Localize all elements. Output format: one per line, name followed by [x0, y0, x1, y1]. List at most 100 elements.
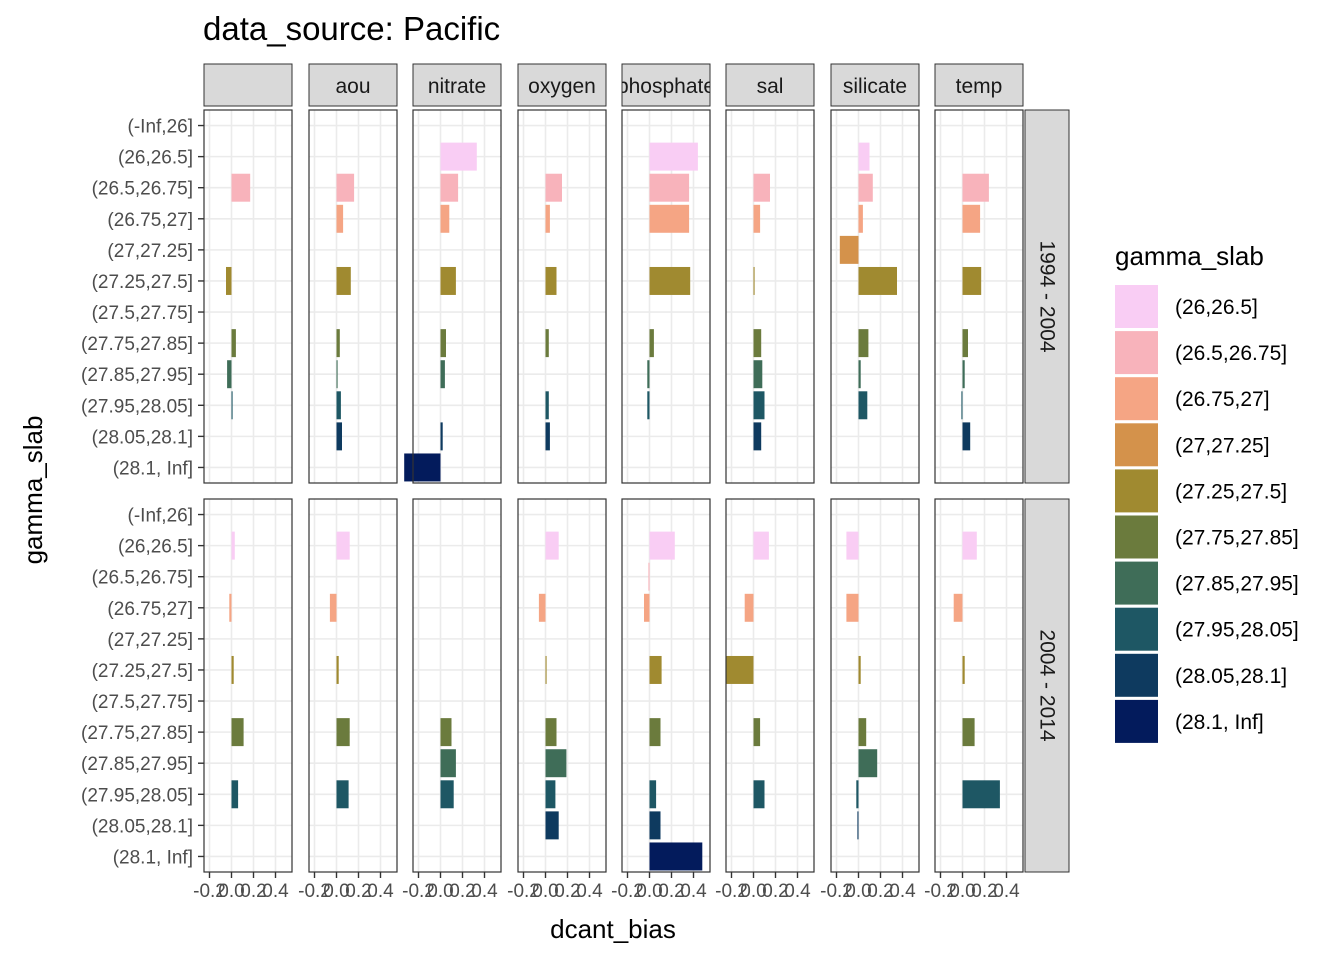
legend-key-27-95-28-05 — [1115, 607, 1158, 651]
col-strip-phosphate — [621, 63, 711, 107]
bar-27-95-28-05 — [753, 780, 765, 809]
panel-1994-2004-temp — [934, 109, 1024, 484]
panel-background — [726, 110, 814, 483]
facet-panels: aou nitrate oxygen phosphate sal silicate temp… — [81, 63, 1070, 902]
y-tick-label: (27.95,28.05] — [81, 785, 193, 806]
legend-key-27-75-27-85 — [1115, 515, 1158, 559]
panel-border — [412, 498, 502, 873]
y-tick-label: (26,26.5] — [118, 148, 193, 169]
bar-27-75-27-85 — [545, 718, 557, 747]
bar-27-75-27-85 — [545, 329, 549, 358]
bar-27-25-27-5 — [545, 655, 547, 684]
bar-26-75-27 — [229, 593, 232, 622]
y-axis-title: gamma_slab — [18, 416, 48, 565]
panel-border — [621, 498, 711, 873]
legend-key-26-26-5 — [1115, 285, 1158, 328]
bar-27-85-27-95 — [440, 749, 456, 778]
panel-background — [831, 499, 919, 872]
bar-28-05-28-1 — [753, 422, 762, 451]
panel-border — [308, 109, 398, 484]
col-strip-nitrate — [412, 63, 502, 107]
legend-label: (26.5,26.75] — [1175, 342, 1287, 365]
bar-26-75-27 — [644, 593, 650, 622]
row-strip-2004-2014 — [1024, 498, 1070, 873]
legend-label: (26.75,27] — [1175, 388, 1270, 411]
bar-27-25-27-5 — [858, 266, 897, 295]
legend-key-27-25-27-5 — [1115, 469, 1158, 513]
y-tick-label: (28.1, Inf] — [113, 458, 193, 479]
bar-28-05-28-1 — [440, 422, 443, 451]
panel-2004-2014-temp — [934, 498, 1024, 873]
bar-26-5-26-75 — [545, 173, 562, 202]
panel-background — [726, 499, 814, 872]
panel-background — [622, 499, 710, 872]
y-tick-label: (27.5,27.75] — [92, 303, 193, 324]
bar-27-75-27-85 — [858, 329, 869, 358]
bar-27-25-27-5 — [440, 266, 456, 295]
x-tick-label: 0.0 — [427, 881, 453, 902]
panel-background — [204, 499, 292, 872]
bar-26-75-27 — [545, 204, 550, 233]
y-tick-label: (27.75,27.85] — [81, 723, 193, 744]
col-strip-label: phosphate — [617, 75, 715, 98]
bar-27-95-28-05 — [962, 780, 1000, 809]
panel-2004-2014-phosphate — [621, 498, 711, 873]
x-tick-label: 0.4 — [680, 881, 707, 902]
y-tick-label: (27.5,27.75] — [92, 692, 193, 713]
col-strip-sal — [725, 63, 815, 107]
panel-2004-2014-aou — [308, 498, 398, 873]
x-tick-label: -0.2 — [402, 881, 435, 902]
panel-border — [830, 109, 920, 484]
panel-background — [309, 110, 397, 483]
x-tick-label: 0.0 — [740, 881, 766, 902]
x-tick-label: -0.2 — [193, 881, 226, 902]
x-tick-label: 0.4 — [576, 881, 603, 902]
bar-27-25-27-5 — [336, 655, 339, 684]
bar-26-75-27 — [846, 593, 859, 622]
bar-27-25-27-5 — [726, 655, 754, 684]
y-tick-label: (27.95,28.05] — [81, 396, 193, 417]
bar-28-05-28-1 — [649, 811, 661, 840]
bar-26-5-26-75 — [649, 173, 690, 202]
panel-1994-2004-phosphate — [621, 109, 711, 484]
panel-1994-2004-silicate — [830, 109, 920, 484]
bar-27-85-27-95 — [336, 360, 338, 389]
bar-27-85-27-95 — [858, 749, 878, 778]
panel-2004-2014-silicate — [830, 498, 920, 873]
legend-key-28-1-inf — [1115, 699, 1158, 743]
col-strip-label: silicate — [843, 75, 907, 98]
bar-26-75-27 — [962, 204, 981, 233]
col-strip-aou — [308, 63, 398, 107]
y-tick-label: (-Inf,26] — [128, 117, 193, 138]
bar-26-75-27 — [744, 593, 754, 622]
panel-background — [622, 110, 710, 483]
col-strip-label: nitrate — [428, 75, 486, 98]
y-tick-label: (26.75,27] — [107, 599, 193, 620]
bar-27-85-27-95 — [545, 749, 567, 778]
col-strip-oxygen — [517, 63, 607, 107]
panel-border — [725, 109, 815, 484]
bar-27-75-27-85 — [858, 718, 867, 747]
x-tick-label: 0.4 — [993, 881, 1020, 902]
x-tick-label: 0.0 — [218, 881, 244, 902]
panel-background — [518, 499, 606, 872]
col-strip-temp — [934, 63, 1024, 107]
col-strip-label: aou — [335, 75, 370, 98]
bar-28-05-28-1 — [857, 811, 859, 840]
panel-border — [934, 109, 1024, 484]
bar-27-75-27-85 — [962, 329, 968, 358]
x-tick-label: 0.0 — [532, 881, 558, 902]
x-tick-label: -0.2 — [820, 881, 853, 902]
legend-label: (27,27.25] — [1175, 434, 1270, 457]
bar-26-75-27 — [336, 204, 344, 233]
x-tick-label: 0.4 — [367, 881, 394, 902]
panel-border — [517, 109, 607, 484]
x-tick-label: -0.2 — [924, 881, 957, 902]
bar-26-75-27 — [649, 204, 690, 233]
panel-background — [831, 110, 919, 483]
x-tick-label: -0.2 — [715, 881, 748, 902]
panel-2004-2014-nitrate — [412, 498, 502, 873]
bar-27-75-27-85 — [231, 718, 244, 747]
bar-27-95-28-05 — [545, 780, 556, 809]
legend-key-27-85-27-95 — [1115, 561, 1158, 605]
